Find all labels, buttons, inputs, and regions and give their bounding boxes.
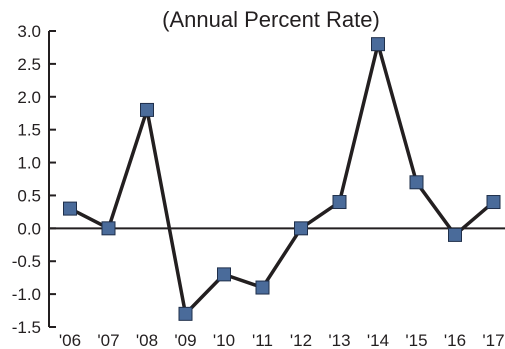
x-tick-label: '11 xyxy=(252,331,273,349)
x-tick-label: '16 xyxy=(444,331,466,349)
y-tick-label: 3.0 xyxy=(17,22,41,41)
y-tick-labels: 3.0 2.5 2.0 1.5 1.0 0.5 0.0 -0.5 -1.0 -1.5 xyxy=(12,22,41,337)
y-tick-label: 1.0 xyxy=(17,154,41,173)
x-tick-label: '14 xyxy=(367,331,389,349)
y-tick-label: 2.5 xyxy=(17,55,41,74)
x-tick-label: '10 xyxy=(213,331,235,349)
x-tick-label: '15 xyxy=(405,331,427,349)
y-tick-label: -1.5 xyxy=(12,318,41,337)
series-line xyxy=(69,42,495,316)
data-point-marker xyxy=(178,306,193,321)
data-point-marker xyxy=(371,37,385,52)
chart-title: (Annual Percent Rate) xyxy=(162,7,380,32)
axes xyxy=(48,30,505,328)
data-point-marker xyxy=(101,221,116,236)
y-tick-label: 0.0 xyxy=(17,219,41,238)
data-point-marker xyxy=(217,267,231,282)
x-tick-label: '09 xyxy=(174,331,196,349)
x-tick-label: '07 xyxy=(97,331,119,349)
data-point-marker xyxy=(255,280,270,295)
data-point-marker xyxy=(63,201,77,216)
data-point-marker xyxy=(409,175,424,190)
data-point-marker xyxy=(294,221,308,236)
data-point-marker xyxy=(486,195,501,210)
data-point-marker xyxy=(140,102,154,117)
x-tick-labels: '06 '07 '08 '09 '10 '11 '12 '13 '14 '15 '16 '17 xyxy=(59,331,505,349)
data-point-marker xyxy=(332,195,347,210)
x-tick-label: '12 xyxy=(290,331,312,349)
x-tick-label: '17 xyxy=(482,331,504,349)
data-point-marker xyxy=(448,227,462,242)
y-tick-label: -1.0 xyxy=(12,285,41,304)
x-tick-label: '08 xyxy=(136,331,158,349)
y-tick-label: 1.5 xyxy=(17,121,41,140)
data-markers xyxy=(63,37,501,321)
x-tick-label: '13 xyxy=(328,331,350,349)
y-tick-label: -0.5 xyxy=(12,252,41,271)
y-tick-label: 2.0 xyxy=(17,88,41,107)
x-tick-label: '06 xyxy=(59,331,81,349)
y-tick-label: 0.5 xyxy=(17,186,41,205)
